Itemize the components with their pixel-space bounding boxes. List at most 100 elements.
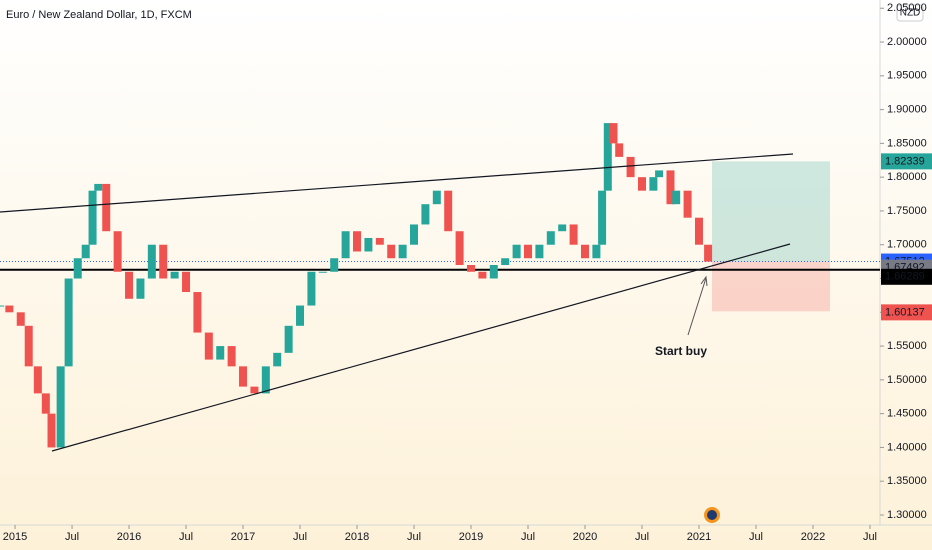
candle	[398, 244, 407, 259]
candle	[41, 393, 50, 414]
candle	[193, 292, 202, 333]
candle	[535, 244, 544, 259]
candle	[239, 366, 248, 387]
x-tick-label: 2021	[687, 531, 711, 543]
price-tag	[881, 304, 932, 321]
y-tick-label: 1.80000	[887, 171, 927, 183]
upper-trendline	[0, 153, 794, 213]
candle	[341, 231, 350, 259]
candle	[204, 332, 213, 360]
candle	[307, 271, 316, 306]
x-tick-label: Jul	[179, 531, 193, 543]
lower-trendline	[51, 243, 791, 452]
x-tick-label: 2015	[3, 531, 27, 543]
candle	[33, 366, 42, 394]
currency[interactable]: NZD	[900, 8, 921, 19]
candle	[704, 244, 713, 262]
x-tick-label: 2018	[345, 531, 369, 543]
candle	[47, 413, 56, 448]
candle	[655, 170, 664, 178]
candle	[626, 156, 635, 178]
x-tick-label: 2017	[231, 531, 255, 543]
candle	[170, 271, 179, 279]
candle	[672, 190, 681, 205]
annotation: Start buy	[655, 344, 707, 358]
chart-title: Euro / New Zealand Dollar, 1D, FXCM	[6, 9, 192, 21]
candle	[250, 386, 259, 394]
candle	[512, 244, 521, 259]
arrow-head	[700, 275, 708, 287]
plot	[0, 7, 884, 529]
candle	[649, 177, 658, 191]
candle	[318, 271, 327, 273]
candle	[615, 143, 624, 157]
candle	[56, 366, 65, 448]
price-tag-label: 1.82339	[885, 155, 925, 167]
candle	[598, 190, 607, 245]
x-tick-label: Jul	[635, 531, 649, 543]
candle	[136, 278, 145, 299]
x-tick-label: 2019	[459, 531, 483, 543]
price-tag	[881, 153, 932, 170]
candle	[432, 190, 441, 205]
candle	[683, 190, 692, 218]
y-tick-label: 1.95000	[887, 70, 927, 82]
candle	[666, 170, 675, 205]
candle	[387, 244, 396, 259]
y-tick-label: 1.45000	[887, 408, 927, 420]
candle	[569, 224, 578, 245]
candle	[603, 123, 612, 191]
candle	[64, 278, 73, 367]
x-tick-label: Jul	[863, 531, 877, 543]
candle	[478, 271, 487, 279]
price-tag	[881, 268, 932, 285]
candle	[524, 244, 532, 259]
profit-zone	[712, 161, 830, 262]
candle	[88, 190, 97, 245]
candle	[592, 244, 601, 259]
candle	[284, 325, 293, 353]
candle	[330, 258, 339, 272]
y-tick-label: 1.55000	[887, 340, 927, 352]
candle	[296, 305, 305, 326]
candle	[113, 231, 122, 272]
y-tick-label: 1.50000	[887, 374, 927, 386]
candle	[489, 265, 498, 279]
y-tick-label: 1.90000	[887, 104, 927, 116]
candle	[273, 352, 282, 367]
candle	[24, 325, 33, 367]
currency-box[interactable]	[896, 4, 924, 22]
y-tick-label: 1.35000	[887, 475, 927, 487]
candle	[421, 204, 430, 225]
x-tick-label: Jul	[407, 531, 421, 543]
x-tick-label: 2016	[117, 531, 141, 543]
candle	[16, 312, 25, 326]
candle	[5, 305, 14, 313]
y-tick-label: 1.30000	[887, 509, 927, 521]
candle	[216, 346, 225, 360]
arrow	[687, 277, 707, 336]
candle	[637, 177, 646, 191]
candle	[580, 244, 589, 259]
y-tick-label: 2.00000	[887, 36, 927, 48]
candle	[147, 244, 156, 279]
price-tag-label: 1.60137	[885, 306, 925, 318]
candle	[609, 123, 618, 144]
candle	[0, 305, 5, 307]
candle	[227, 346, 236, 367]
candle	[81, 244, 90, 259]
y-tick-label: 1.70000	[887, 239, 927, 251]
y-tick-label: 1.75000	[887, 205, 927, 217]
y-tick-label: 1.40000	[887, 441, 927, 453]
x-tick-label: Jul	[521, 531, 535, 543]
candle	[694, 217, 703, 245]
x-tick-label: Jul	[749, 531, 763, 543]
event-badge-inner	[707, 510, 717, 520]
candle	[102, 183, 111, 232]
price-tag-label: 1.66289	[885, 271, 925, 283]
candle	[501, 258, 510, 265]
candle	[444, 190, 453, 232]
candle	[558, 224, 567, 232]
candle	[182, 271, 191, 293]
